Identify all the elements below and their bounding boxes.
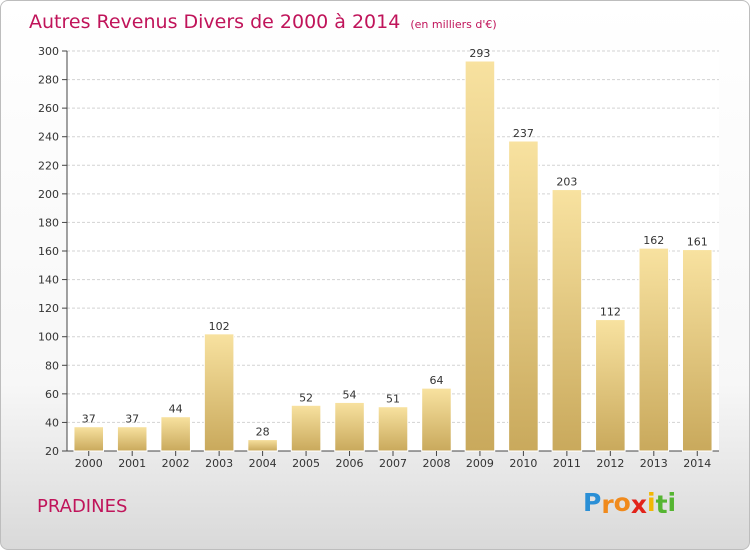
- bar: [377, 406, 409, 452]
- chart-title-main: Autres Revenus Divers de 2000 à 2014: [29, 11, 401, 33]
- y-tick-label: 80: [45, 359, 59, 372]
- bar: [116, 426, 148, 452]
- y-tick-label: 220: [38, 159, 59, 172]
- bar-value-label: 37: [125, 413, 139, 426]
- logo-letter: o: [613, 488, 631, 517]
- x-tick-label: 2005: [292, 457, 320, 470]
- logo-letter: r: [601, 490, 614, 519]
- y-tick-label: 200: [38, 188, 59, 201]
- bar: [508, 140, 539, 452]
- bar: [464, 60, 496, 452]
- x-tick-label: 2009: [466, 457, 494, 470]
- bar-value-label: 37: [82, 413, 96, 426]
- bar-value-label: 28: [256, 426, 270, 439]
- bar-value-label: 102: [209, 320, 230, 333]
- logo-letter: t: [655, 490, 668, 519]
- bar: [638, 247, 670, 452]
- y-tick-label: 280: [38, 74, 59, 87]
- location-name: PRADINES: [37, 496, 128, 517]
- bar-value-label: 237: [513, 127, 534, 140]
- y-tick-label: 40: [45, 416, 59, 429]
- x-tick-label: 2001: [118, 457, 146, 470]
- bar-value-label: 52: [299, 391, 313, 404]
- x-tick-label: 2012: [596, 457, 624, 470]
- y-tick-label: 300: [38, 45, 59, 58]
- y-tick-label: 60: [45, 388, 59, 401]
- logo-letter: i: [647, 488, 656, 517]
- bar: [73, 426, 105, 452]
- y-tick-label: 140: [38, 274, 59, 287]
- x-tick-label: 2006: [336, 457, 364, 470]
- bar-value-label: 203: [556, 176, 577, 189]
- chart-subtitle: (en milliers d'€): [410, 18, 497, 31]
- bar: [595, 319, 626, 452]
- bar: [421, 387, 452, 452]
- bar: [247, 439, 278, 452]
- bar-value-label: 161: [687, 236, 708, 249]
- x-tick-label: 2008: [422, 457, 450, 470]
- y-tick-label: 180: [38, 216, 59, 229]
- bar: [160, 416, 191, 452]
- logo-letter: P: [583, 488, 602, 517]
- y-tick-label: 20: [45, 445, 59, 458]
- bar: [681, 249, 713, 452]
- bar-value-label: 64: [429, 374, 443, 387]
- logo-letter: x: [630, 490, 647, 519]
- chart-title: Autres Revenus Divers de 2000 à 2014 (en…: [29, 11, 497, 33]
- x-tick-label: 2000: [75, 457, 103, 470]
- x-tick-label: 2011: [553, 457, 581, 470]
- x-tick-label: 2002: [162, 457, 190, 470]
- bar-value-label: 162: [643, 234, 664, 247]
- bar: [334, 401, 365, 452]
- x-tick-label: 2003: [205, 457, 233, 470]
- bar-value-label: 51: [386, 393, 400, 406]
- bar-value-label: 44: [169, 403, 183, 416]
- proxiti-logo: Proxiti: [583, 488, 677, 519]
- x-tick-label: 2007: [379, 457, 407, 470]
- x-tick-label: 2013: [640, 457, 668, 470]
- y-tick-label: 100: [38, 331, 59, 344]
- y-tick-label: 260: [38, 102, 59, 115]
- bar: [203, 333, 235, 452]
- logo-letter: i: [667, 488, 677, 517]
- bar: [290, 404, 322, 452]
- x-tick-label: 2010: [509, 457, 537, 470]
- bar-value-label: 54: [343, 388, 357, 401]
- y-tick-label: 160: [38, 245, 59, 258]
- bar: [551, 189, 583, 452]
- y-tick-label: 240: [38, 131, 59, 144]
- x-tick-label: 2004: [249, 457, 277, 470]
- bar-value-label: 112: [600, 306, 621, 319]
- x-tick-label: 2014: [683, 457, 711, 470]
- y-tick-label: 120: [38, 302, 59, 315]
- bar-value-label: 293: [469, 47, 490, 60]
